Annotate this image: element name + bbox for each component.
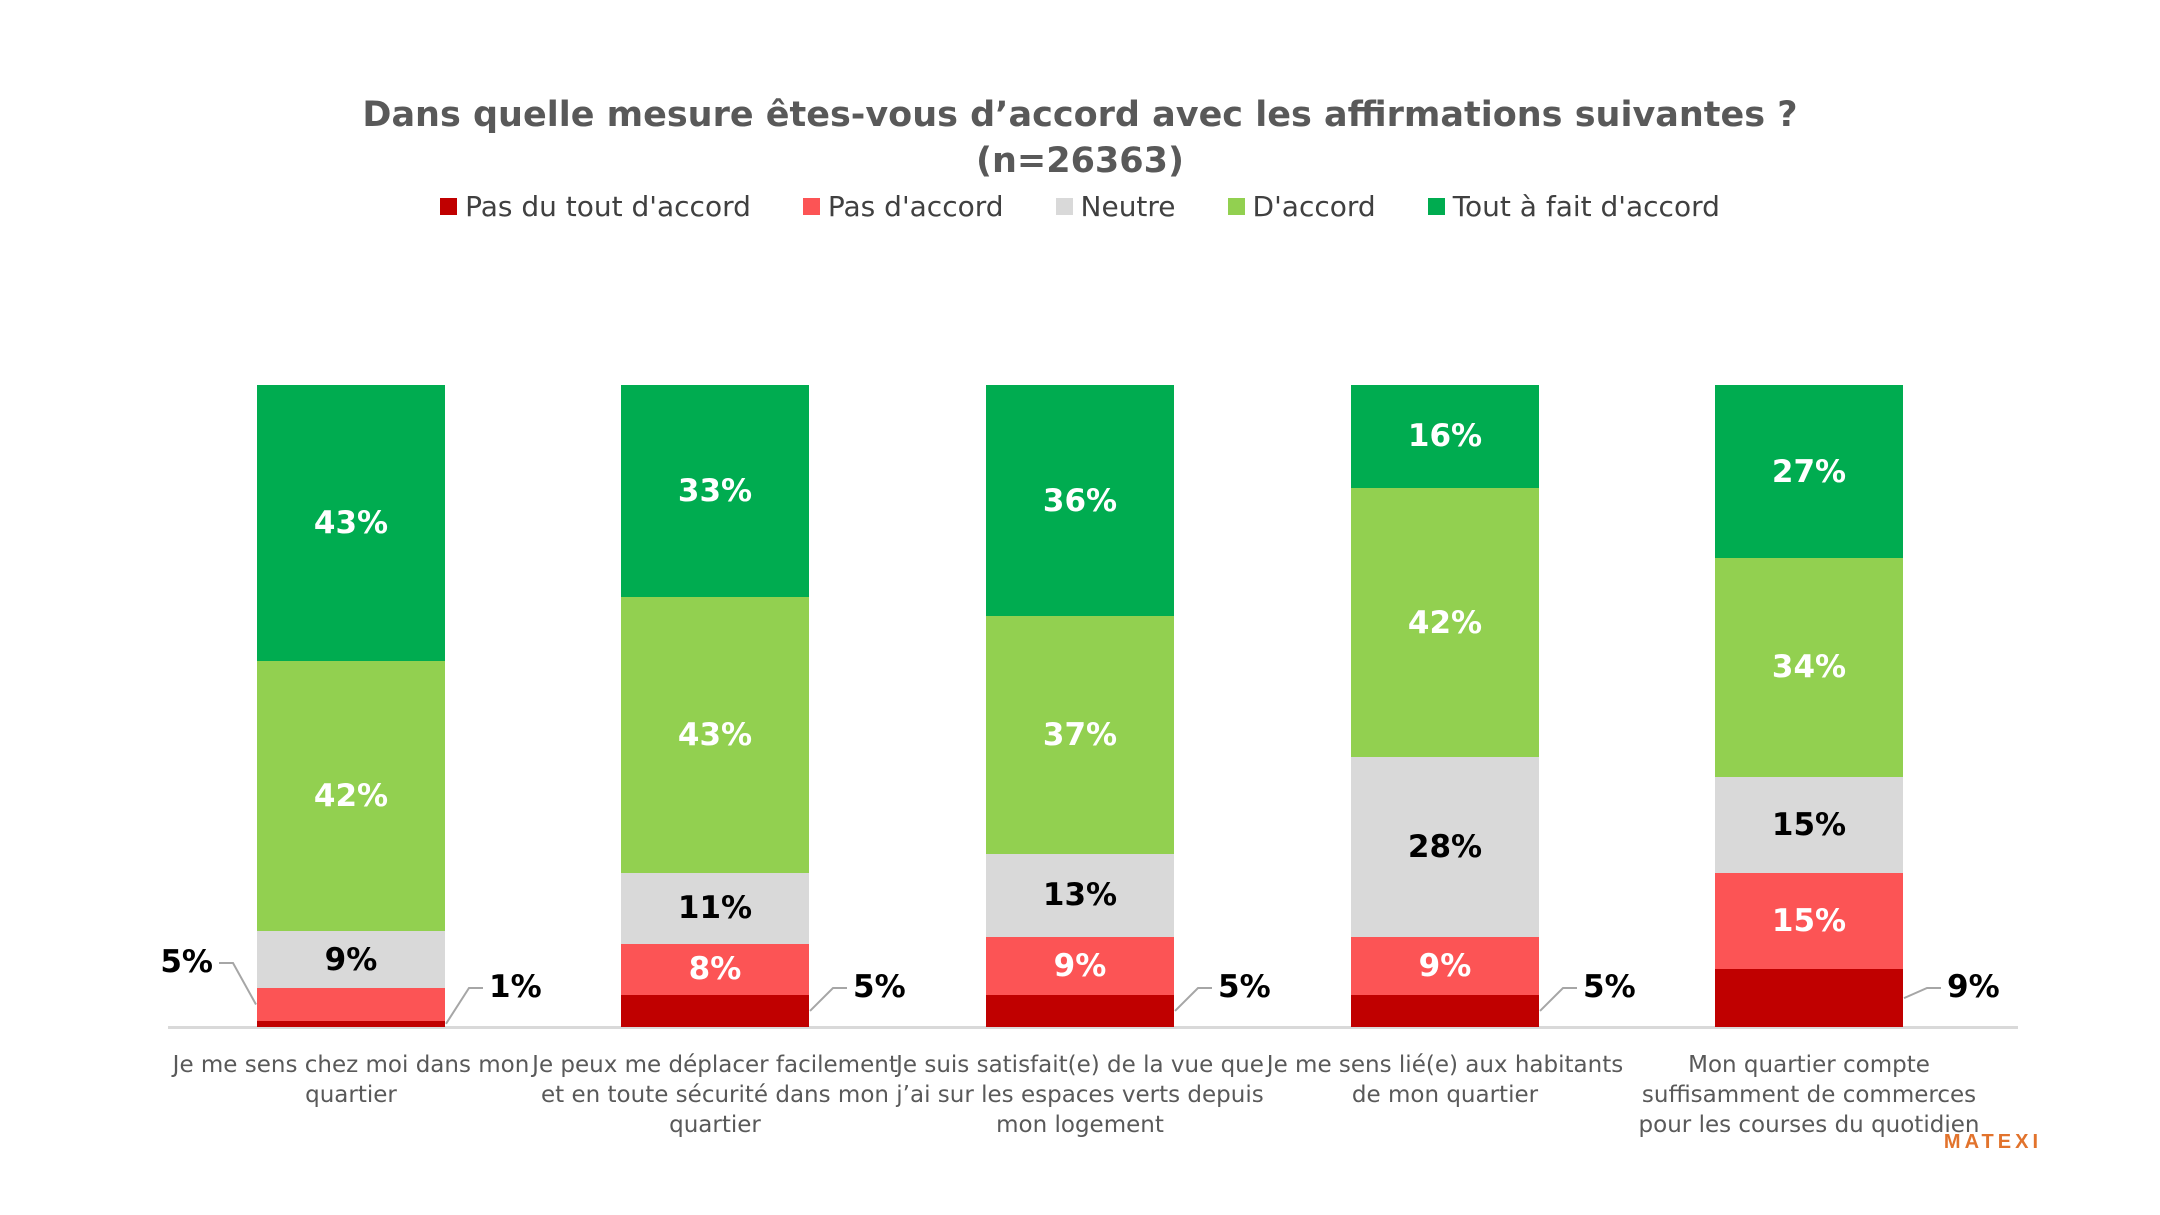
bar-segment-neutre xyxy=(257,930,445,989)
bar-data-label: 28% xyxy=(1407,829,1483,866)
bar-segment-pas-d-accord xyxy=(1351,937,1539,995)
callout-leader-line xyxy=(1539,987,1577,1012)
chart-legend: Pas du tout d'accord Pas d'accord Neutre D'… xyxy=(0,190,2160,223)
bar-data-label: 42% xyxy=(1407,604,1483,641)
bar-segment-neutre xyxy=(1351,757,1539,938)
legend-label: Neutre xyxy=(1080,190,1176,223)
bar-segment-tout-a-fait-d-accord xyxy=(257,385,445,662)
legend-swatch-icon xyxy=(440,198,458,215)
legend-item-pas-d-accord: Pas d'accord xyxy=(802,190,1004,223)
bar-segment-pas-du-tout-d-accord xyxy=(986,994,1174,1027)
bar-segment-pas-d-accord xyxy=(1715,872,1903,970)
callout-leader-line xyxy=(445,987,483,1025)
bar-data-label: 37% xyxy=(1042,716,1118,753)
bar-segment-pas-d-accord xyxy=(257,988,445,1021)
bar-segment-pas-d-accord xyxy=(621,943,809,995)
category-axis-label: Je me sens lié(e) aux habitants de mon q… xyxy=(1266,1052,1624,1108)
bar-segment-pas-d-accord xyxy=(986,937,1174,995)
callout-data-label: 1% xyxy=(489,969,542,1005)
bar-data-label: 34% xyxy=(1771,649,1847,686)
brand-logo: MATEXI xyxy=(1943,1131,2042,1153)
bar-data-label: 15% xyxy=(1771,806,1847,843)
legend-label: D'accord xyxy=(1252,190,1376,223)
callout-data-label: 5% xyxy=(1583,969,1636,1005)
x-axis-line xyxy=(168,1026,2018,1029)
bar-data-label: 9% xyxy=(1053,948,1107,984)
chart-subtitle: (n=26363) xyxy=(975,141,1184,181)
bar-segment-tout-a-fait-d-accord xyxy=(986,385,1174,617)
callout-leader-line xyxy=(219,962,257,1006)
legend-item-neutre: Neutre xyxy=(1055,190,1176,223)
bar-segment-d-accord xyxy=(1351,487,1539,758)
bar-segment-tout-a-fait-d-accord xyxy=(621,385,809,597)
bar-segment-d-accord xyxy=(1715,558,1903,777)
category-axis-label: Je peux me déplacer facilement et en tou… xyxy=(532,1052,898,1138)
legend-item-pas-du-tout-d-accord: Pas du tout d'accord xyxy=(440,190,751,223)
bar-segment-neutre xyxy=(986,853,1174,938)
callout-data-label: 5% xyxy=(1218,969,1271,1005)
category-axis-label: Je me sens chez moi dans mon quartier xyxy=(172,1052,530,1108)
bar-data-label: 27% xyxy=(1771,453,1847,490)
bar-data-label: 9% xyxy=(1418,948,1472,984)
bar-data-label: 43% xyxy=(313,505,389,542)
bar-data-label: 8% xyxy=(688,951,742,988)
callout-data-label: 9% xyxy=(1947,969,2000,1005)
legend-label: Tout à fait d'accord xyxy=(1452,190,1720,223)
bar-segment-tout-a-fait-d-accord xyxy=(1351,385,1539,488)
chart-header: Dans quelle mesure êtes-vous d’accord av… xyxy=(0,92,2160,184)
callout-data-label: 5% xyxy=(160,944,213,980)
bar-data-label: 36% xyxy=(1042,482,1118,519)
bar-data-label: 15% xyxy=(1771,903,1847,940)
category-axis-label: Je suis satisfait(e) de la vue que j’ai … xyxy=(896,1052,1264,1138)
bar-segment-tout-a-fait-d-accord xyxy=(1715,385,1903,559)
bar-data-label: 43% xyxy=(677,716,753,753)
bar-data-label: 33% xyxy=(677,472,753,509)
bar-data-label: 16% xyxy=(1407,418,1483,455)
category-axis-label: Mon quartier compte suffisamment de comm… xyxy=(1638,1052,1980,1138)
legend-swatch-icon xyxy=(1227,198,1245,215)
bar-segment-neutre xyxy=(621,872,809,944)
legend-label: Pas d'accord xyxy=(827,190,1004,223)
bar-segment-d-accord xyxy=(621,596,809,873)
chart-title: Dans quelle mesure êtes-vous d’accord av… xyxy=(362,95,1798,135)
bar-segment-neutre xyxy=(1715,776,1903,873)
bar-segment-pas-du-tout-d-accord xyxy=(1351,994,1539,1027)
callout-leader-line xyxy=(1174,987,1212,1012)
bar-segment-pas-du-tout-d-accord xyxy=(257,1020,445,1027)
legend-item-d-accord: D'accord xyxy=(1227,190,1376,223)
callout-leader-line xyxy=(809,987,847,1012)
bar-segment-pas-du-tout-d-accord xyxy=(621,994,809,1027)
legend-swatch-icon xyxy=(1427,198,1445,215)
legend-swatch-icon xyxy=(802,198,820,215)
bar-data-label: 9% xyxy=(324,941,378,978)
bar-segment-d-accord xyxy=(986,616,1174,854)
bar-data-label: 11% xyxy=(677,890,753,927)
bar-data-label: 42% xyxy=(313,777,389,814)
bar-data-label: 13% xyxy=(1042,877,1118,914)
callout-leader-line xyxy=(1903,987,1941,1000)
bar-segment-pas-du-tout-d-accord xyxy=(1715,969,1903,1027)
legend-swatch-icon xyxy=(1055,198,1073,215)
bar-segment-d-accord xyxy=(257,661,445,931)
callout-data-label: 5% xyxy=(853,969,906,1005)
legend-item-tout-a-fait-d-accord: Tout à fait d'accord xyxy=(1427,190,1720,223)
legend-label: Pas du tout d'accord xyxy=(465,190,751,223)
